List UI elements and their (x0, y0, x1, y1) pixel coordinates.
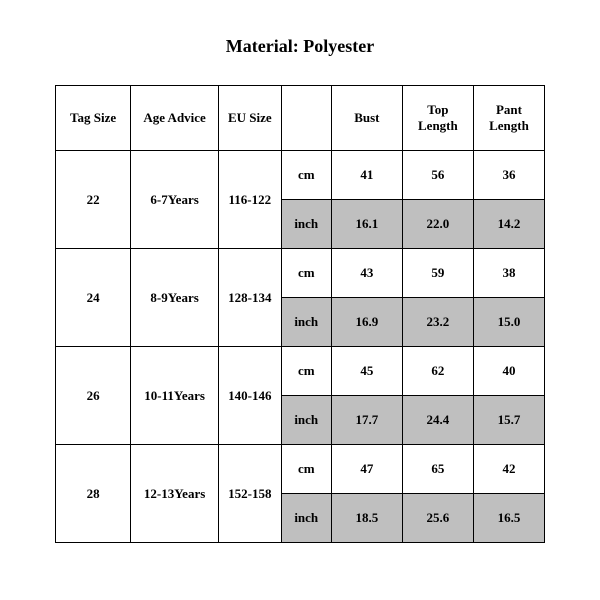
col-pant-length: Pant Length (473, 86, 544, 151)
table-row: 22 6-7Years 116-122 cm 41 56 36 (56, 151, 545, 200)
cell-bust: 45 (331, 347, 402, 396)
cell-unit-cm: cm (281, 151, 331, 200)
cell-pant-length: 36 (473, 151, 544, 200)
cell-bust: 41 (331, 151, 402, 200)
cell-top-length: 25.6 (402, 494, 473, 543)
table-row: 28 12-13Years 152-158 cm 47 65 42 (56, 445, 545, 494)
cell-pant-length: 40 (473, 347, 544, 396)
cell-bust: 16.1 (331, 200, 402, 249)
cell-top-length: 65 (402, 445, 473, 494)
cell-pant-length: 42 (473, 445, 544, 494)
page: Material: Polyester Tag Size Age Advice … (0, 0, 600, 600)
cell-top-length: 56 (402, 151, 473, 200)
cell-bust: 18.5 (331, 494, 402, 543)
cell-pant-length: 14.2 (473, 200, 544, 249)
cell-tag-size: 24 (56, 249, 131, 347)
cell-eu-size: 152-158 (218, 445, 281, 543)
col-top-length-l2: Length (403, 118, 473, 134)
col-top-length: Top Length (402, 86, 473, 151)
cell-pant-length: 15.0 (473, 298, 544, 347)
cell-unit-cm: cm (281, 249, 331, 298)
page-title: Material: Polyester (55, 36, 545, 57)
cell-top-length: 24.4 (402, 396, 473, 445)
table-header-row: Tag Size Age Advice EU Size Bust Top Len… (56, 86, 545, 151)
table-row: 26 10-11Years 140-146 cm 45 62 40 (56, 347, 545, 396)
cell-unit-cm: cm (281, 445, 331, 494)
table-row: 24 8-9Years 128-134 cm 43 59 38 (56, 249, 545, 298)
cell-top-length: 62 (402, 347, 473, 396)
col-unit (281, 86, 331, 151)
cell-age-advice: 8-9Years (131, 249, 219, 347)
cell-bust: 47 (331, 445, 402, 494)
col-tag-size: Tag Size (56, 86, 131, 151)
cell-eu-size: 128-134 (218, 249, 281, 347)
cell-tag-size: 28 (56, 445, 131, 543)
cell-unit-inch: inch (281, 396, 331, 445)
col-bust: Bust (331, 86, 402, 151)
size-table: Tag Size Age Advice EU Size Bust Top Len… (55, 85, 545, 543)
cell-top-length: 23.2 (402, 298, 473, 347)
cell-unit-cm: cm (281, 347, 331, 396)
col-top-length-l1: Top (403, 102, 473, 118)
cell-top-length: 22.0 (402, 200, 473, 249)
cell-unit-inch: inch (281, 298, 331, 347)
cell-age-advice: 12-13Years (131, 445, 219, 543)
col-pant-length-l2: Length (474, 118, 544, 134)
col-age-advice: Age Advice (131, 86, 219, 151)
cell-top-length: 59 (402, 249, 473, 298)
col-pant-length-l1: Pant (474, 102, 544, 118)
cell-bust: 43 (331, 249, 402, 298)
cell-bust: 16.9 (331, 298, 402, 347)
cell-pant-length: 16.5 (473, 494, 544, 543)
cell-eu-size: 116-122 (218, 151, 281, 249)
cell-tag-size: 26 (56, 347, 131, 445)
cell-eu-size: 140-146 (218, 347, 281, 445)
cell-tag-size: 22 (56, 151, 131, 249)
cell-pant-length: 38 (473, 249, 544, 298)
cell-bust: 17.7 (331, 396, 402, 445)
col-eu-size: EU Size (218, 86, 281, 151)
cell-age-advice: 6-7Years (131, 151, 219, 249)
cell-unit-inch: inch (281, 494, 331, 543)
cell-pant-length: 15.7 (473, 396, 544, 445)
cell-unit-inch: inch (281, 200, 331, 249)
cell-age-advice: 10-11Years (131, 347, 219, 445)
